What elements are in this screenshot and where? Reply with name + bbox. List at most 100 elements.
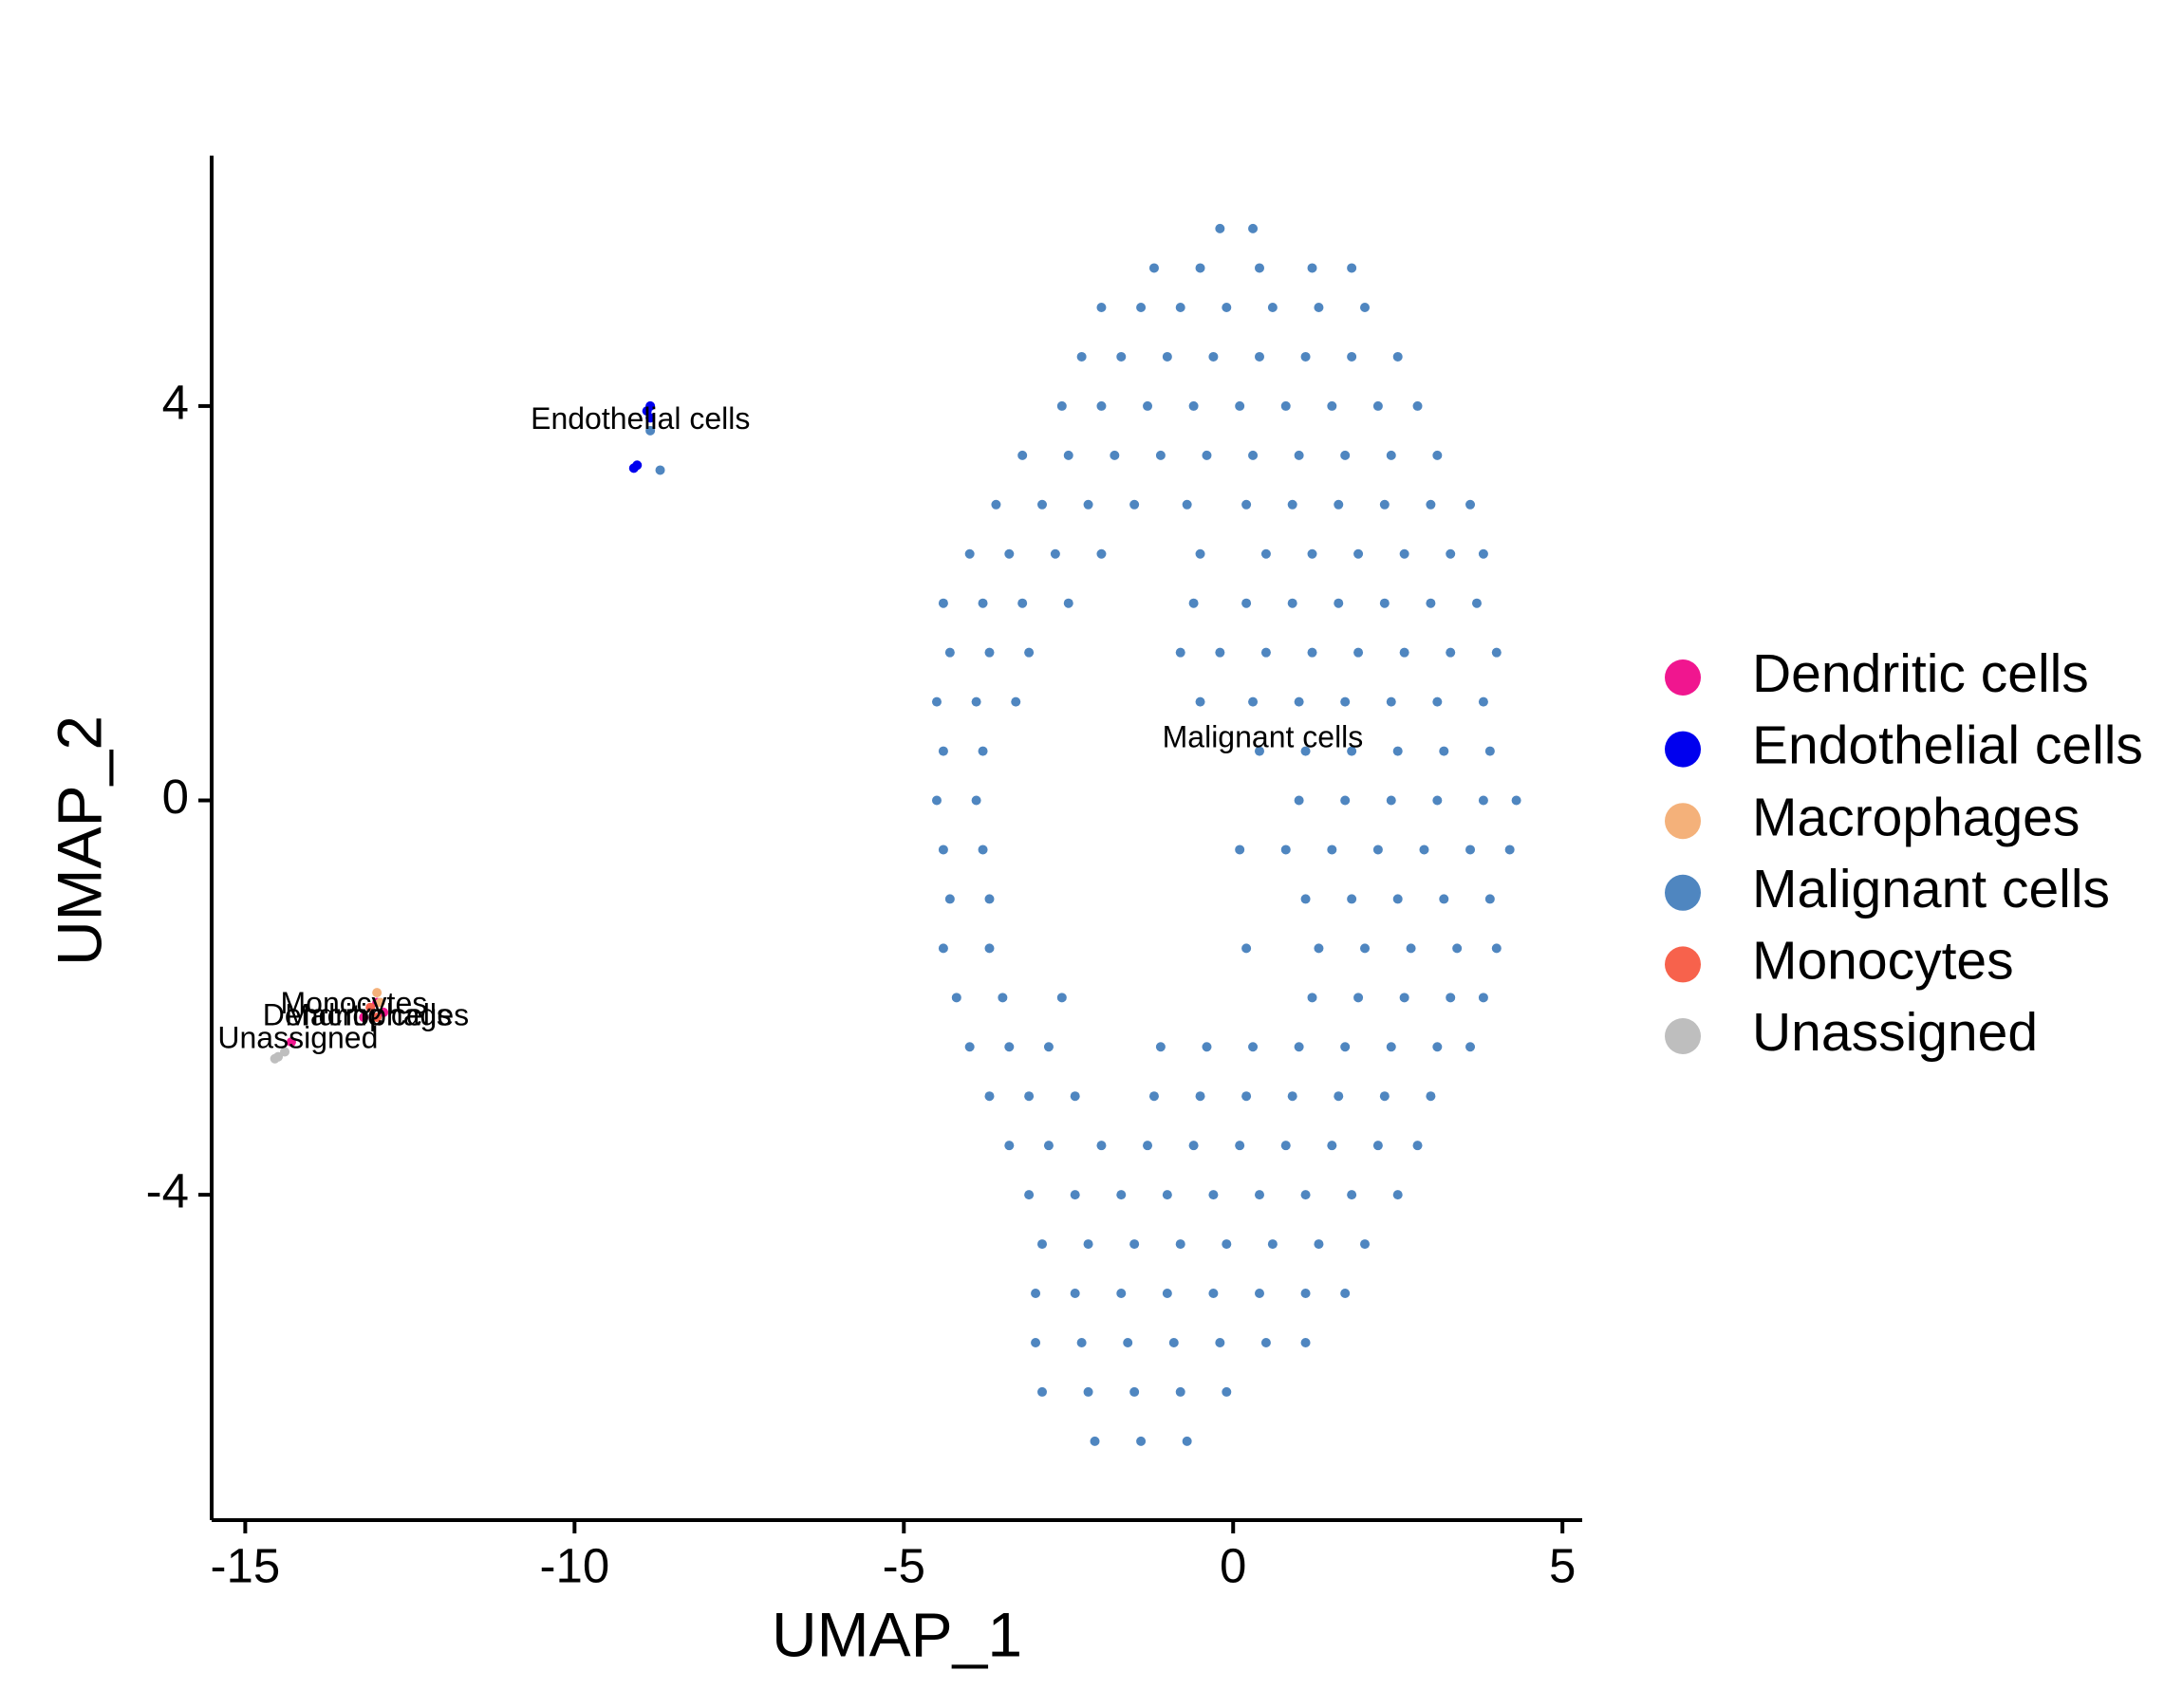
y-tick-label: 0 bbox=[162, 770, 189, 824]
point bbox=[632, 460, 643, 471]
legend-swatch bbox=[1665, 731, 1701, 768]
point bbox=[1260, 647, 1271, 658]
point bbox=[1379, 499, 1390, 510]
point bbox=[1372, 1141, 1383, 1151]
point bbox=[1491, 647, 1502, 658]
point bbox=[1300, 1337, 1311, 1347]
point bbox=[1471, 598, 1482, 608]
point bbox=[1254, 351, 1264, 362]
x-tick-label: 5 bbox=[1549, 1538, 1576, 1592]
point bbox=[1222, 1386, 1232, 1397]
point bbox=[1123, 1337, 1133, 1347]
point bbox=[1439, 894, 1449, 904]
point bbox=[1076, 351, 1087, 362]
point bbox=[1307, 647, 1317, 658]
point bbox=[1478, 795, 1488, 806]
point bbox=[1314, 303, 1324, 313]
point bbox=[1195, 696, 1205, 707]
point bbox=[1188, 598, 1199, 608]
point bbox=[1241, 499, 1252, 510]
point bbox=[1235, 400, 1245, 411]
point bbox=[379, 1007, 389, 1017]
legend-label: Macrophages bbox=[1752, 787, 2080, 847]
point bbox=[1248, 223, 1259, 233]
point bbox=[1083, 499, 1093, 510]
point bbox=[1399, 548, 1409, 559]
cluster-label: Macrophages bbox=[285, 998, 469, 1032]
point bbox=[938, 943, 948, 954]
point bbox=[1300, 1190, 1311, 1200]
point bbox=[984, 1091, 995, 1102]
point bbox=[1215, 1337, 1225, 1347]
x-tick-label: -10 bbox=[539, 1538, 609, 1592]
point bbox=[1096, 548, 1107, 559]
point bbox=[1340, 1289, 1351, 1299]
point bbox=[1504, 845, 1515, 855]
point bbox=[1314, 1239, 1324, 1250]
point bbox=[1267, 303, 1278, 313]
point bbox=[1148, 1091, 1159, 1102]
point bbox=[944, 894, 955, 904]
point bbox=[1353, 647, 1364, 658]
cluster-label: Unassigned bbox=[217, 1020, 378, 1054]
point bbox=[1484, 746, 1495, 756]
point bbox=[1235, 845, 1245, 855]
point bbox=[1340, 795, 1351, 806]
point bbox=[1175, 1239, 1185, 1250]
point bbox=[1090, 1436, 1100, 1446]
point bbox=[931, 795, 942, 806]
point bbox=[1392, 351, 1403, 362]
point bbox=[1372, 845, 1383, 855]
point bbox=[372, 1012, 382, 1023]
y-axis-title: UMAP_2 bbox=[44, 715, 114, 966]
point bbox=[270, 1053, 280, 1064]
point bbox=[1491, 943, 1502, 954]
cluster-label: Dendritic cells bbox=[263, 998, 452, 1032]
point bbox=[1300, 894, 1311, 904]
point bbox=[1334, 1091, 1344, 1102]
point bbox=[1175, 303, 1185, 313]
point bbox=[1300, 1289, 1311, 1299]
point bbox=[1327, 400, 1337, 411]
point bbox=[1143, 400, 1153, 411]
point bbox=[1386, 1042, 1396, 1052]
point bbox=[1175, 647, 1185, 658]
point bbox=[1412, 1141, 1423, 1151]
point bbox=[1004, 1042, 1015, 1052]
point bbox=[1222, 1239, 1232, 1250]
point bbox=[964, 548, 975, 559]
point bbox=[1478, 696, 1488, 707]
point bbox=[1168, 1337, 1179, 1347]
point bbox=[984, 894, 995, 904]
point bbox=[1063, 450, 1073, 460]
point bbox=[286, 1037, 296, 1048]
point bbox=[1392, 746, 1403, 756]
point bbox=[1426, 598, 1436, 608]
point bbox=[1392, 894, 1403, 904]
point bbox=[1360, 1239, 1371, 1250]
point bbox=[1208, 1289, 1219, 1299]
point bbox=[1287, 1091, 1297, 1102]
x-tick-label: 0 bbox=[1220, 1538, 1246, 1592]
legend-swatch bbox=[1665, 946, 1701, 983]
point bbox=[1017, 598, 1028, 608]
point bbox=[971, 696, 981, 707]
point bbox=[1294, 795, 1304, 806]
legend-label: Dendritic cells bbox=[1752, 643, 2089, 704]
x-tick-label: -15 bbox=[211, 1538, 281, 1592]
point bbox=[1406, 943, 1416, 954]
point bbox=[1070, 1091, 1080, 1102]
point bbox=[1465, 1042, 1476, 1052]
point bbox=[1248, 696, 1259, 707]
point bbox=[1465, 499, 1476, 510]
point bbox=[1254, 263, 1264, 273]
point bbox=[1347, 263, 1357, 273]
point bbox=[1307, 993, 1317, 1003]
point bbox=[1386, 450, 1396, 460]
point bbox=[1248, 450, 1259, 460]
point bbox=[984, 647, 995, 658]
point bbox=[1432, 795, 1443, 806]
point bbox=[1116, 351, 1127, 362]
point bbox=[971, 795, 981, 806]
